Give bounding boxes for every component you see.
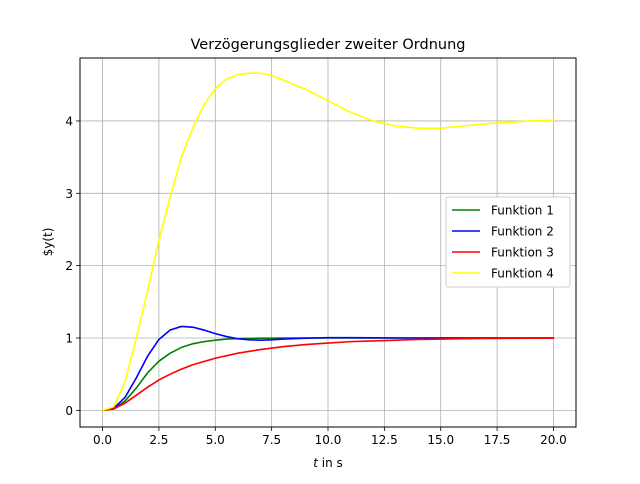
x-tick-label: 20.0	[540, 433, 567, 447]
x-tick-label: 10.0	[315, 433, 342, 447]
series-line-4	[101, 72, 555, 412]
x-axis-ticks: 0.0 2.5 5.0 7.5 10.0 12.5 15.0 17.5 20.0	[93, 427, 567, 447]
legend-label-4: Funktion 4	[491, 267, 554, 281]
x-tick-label: 7.5	[262, 433, 281, 447]
series-line-3	[101, 337, 555, 412]
x-tick-label: 2.5	[149, 433, 168, 447]
legend-box	[445, 196, 571, 288]
y-tick-label: 4	[65, 114, 73, 128]
y-tick-label: 0	[65, 404, 73, 418]
legend-label-1: Funktion 1	[491, 204, 554, 218]
y-tick-label: 3	[65, 187, 73, 201]
legend-label-2: Funktion 2	[491, 225, 554, 239]
legend: Funktion 1 Funktion 2 Funktion 3 Funktion 4	[445, 196, 571, 288]
y-axis-ticks: 0 1 2 3 4	[65, 114, 80, 418]
x-axis-label-variable: t	[313, 456, 319, 470]
plot-series	[101, 72, 555, 412]
x-axis-label: t in s	[313, 456, 343, 470]
legend-label-3: Funktion 3	[491, 246, 554, 260]
chart-title: Verzögerungsglieder zweiter Ordnung	[191, 37, 466, 53]
x-tick-label: 12.5	[371, 433, 398, 447]
x-tick-label: 15.0	[427, 433, 454, 447]
x-tick-label: 0.0	[93, 433, 112, 447]
x-tick-label: 17.5	[484, 433, 511, 447]
series-line-2	[101, 325, 555, 412]
x-axis-label-unit: in s	[318, 456, 343, 470]
x-tick-label: 5.0	[206, 433, 225, 447]
y-tick-label: 2	[65, 259, 73, 273]
y-tick-label: 1	[65, 332, 73, 346]
y-axis-label: $y(t)	[41, 228, 55, 257]
